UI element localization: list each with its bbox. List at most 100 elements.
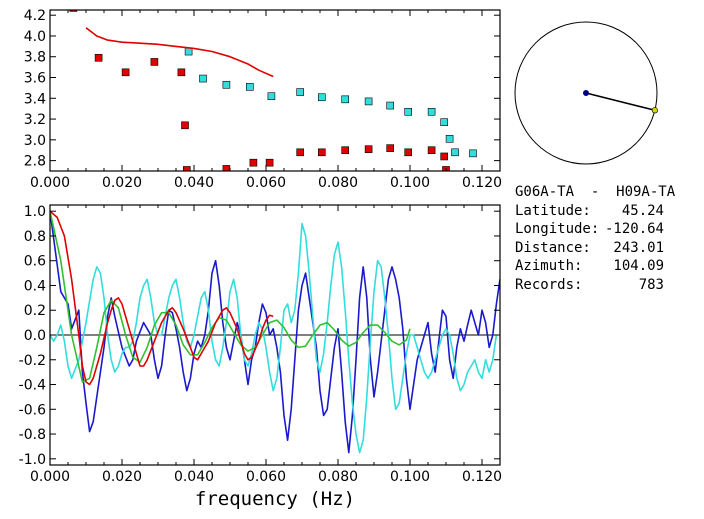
longitude-label: Longitude: <box>515 221 600 238</box>
latitude-label: Latitude: <box>515 202 591 219</box>
top-chart-x-tick-label-1: 0.020 <box>102 175 142 191</box>
top-chart-series-1-point-4 <box>267 92 276 101</box>
top-chart-series-0-point-4 <box>177 68 186 77</box>
station-info-panel: G06A-TA - H09A-TA Latitude: 45.24 Longit… <box>515 183 675 295</box>
top-chart-series-1-point-13 <box>445 135 454 143</box>
top-chart-series-0-point-6 <box>183 166 191 171</box>
top-chart-x-tick-label-5: 0.100 <box>390 175 430 191</box>
top-chart-series-1-point-8 <box>364 97 373 106</box>
azimuth-value: 104.09 <box>613 258 664 275</box>
bottom-chart-x-tick-label-1: 0.020 <box>102 469 142 485</box>
top-chart-series-1-point-5 <box>296 88 305 96</box>
bottom-chart-plot-area <box>50 210 500 454</box>
top-chart-series-0-point-16 <box>427 146 436 155</box>
top-chart-series-2-line <box>85 27 274 78</box>
top-chart-series-1-point-14 <box>451 148 459 157</box>
top-chart-series-0-point-1 <box>94 53 103 62</box>
bottom-chart-x-tick-label-0: 0.000 <box>30 469 70 485</box>
correlation-spectrum-chart: 0.000 0.020 0.040 0.060 0.080 0.100 0.120 -1.0 -… <box>19 204 502 510</box>
top-chart-series-1-point-9 <box>386 101 395 110</box>
records-row: Records: 783 <box>515 276 675 295</box>
top-chart-y-tick-label-1: 3.0 <box>24 133 46 149</box>
bottom-chart-series-0-line <box>50 211 500 454</box>
top-chart-x-tick-label-2: 0.040 <box>174 175 214 191</box>
azimuth-dial-circle <box>514 21 658 165</box>
azimuth-dial <box>514 21 658 165</box>
azimuth-center-dot <box>583 90 589 96</box>
longitude-value: -120.64 <box>604 221 664 238</box>
top-chart-series-0-point-9 <box>265 158 274 167</box>
bottom-chart-series-3-line <box>50 210 274 386</box>
bottom-chart-x-axis-label: frequency (Hz) <box>195 488 355 510</box>
bottom-chart-y-tick-label-1: -0.8 <box>19 427 46 443</box>
top-chart-y-tick-label-4: 3.6 <box>24 71 46 87</box>
top-chart-frame <box>49 9 501 172</box>
bottom-chart-x-tick-label-2: 0.040 <box>174 469 214 485</box>
records-label: Records: <box>515 276 583 293</box>
top-chart-series-1-point-6 <box>317 93 326 102</box>
top-chart-y-tick-label-3: 3.4 <box>24 91 46 107</box>
bottom-chart-y-tick-label-5: 0.0 <box>24 328 46 344</box>
bottom-chart-series-1-line <box>50 222 498 454</box>
bottom-chart-x-tick-label-4: 0.080 <box>318 469 358 485</box>
top-chart-series-0-point-13 <box>364 145 373 153</box>
top-chart-series-0-point-17 <box>440 152 449 161</box>
top-chart-x-tick-label-0: 0.000 <box>30 175 70 191</box>
records-value: 783 <box>638 276 664 293</box>
top-chart-series-1-point-11 <box>427 107 436 116</box>
azimuth-tip-dot <box>651 107 658 114</box>
bottom-chart-x-tick-label-6: 0.120 <box>462 469 502 485</box>
top-chart-x-tick-label-3: 0.060 <box>246 175 286 191</box>
top-chart-series-0-point-3 <box>150 58 159 66</box>
top-chart-series-1-point-7 <box>341 95 350 104</box>
azimuth-needle <box>585 92 656 112</box>
velocity-dispersion-chart: 0.000 0.020 0.040 0.060 0.080 0.100 0.120 2.8 3.… <box>24 8 502 191</box>
top-chart-series-0-point-0 <box>69 10 78 12</box>
top-chart-y-tick-label-2: 3.2 <box>24 112 46 128</box>
bottom-chart-y-tick-label-9: 0.8 <box>24 229 46 245</box>
top-chart-x-tick-label-4: 0.080 <box>318 175 358 191</box>
bottom-chart-y-tick-label-0: -1.0 <box>19 452 46 468</box>
top-chart-x-tick-label-6: 0.120 <box>462 175 502 191</box>
distance-value: 243.01 <box>613 239 664 256</box>
top-chart-series-0-point-12 <box>341 146 350 155</box>
top-chart-series-0-point-2 <box>121 68 130 77</box>
top-chart-y-tick-label-0: 2.8 <box>24 154 46 170</box>
latitude-row: Latitude: 45.24 <box>515 202 675 221</box>
distance-row: Distance: 243.01 <box>515 239 675 258</box>
longitude-row: Longitude: -120.64 <box>515 220 675 239</box>
top-chart-y-tick-label-5: 3.8 <box>24 50 46 66</box>
bottom-chart-y-tick-label-6: 0.2 <box>24 303 46 319</box>
bottom-chart-y-tick-label-8: 0.6 <box>24 254 46 270</box>
azimuth-label: Azimuth: <box>515 258 583 275</box>
latitude-value: 45.24 <box>621 202 664 219</box>
top-chart-series-0-point-11 <box>317 148 326 157</box>
station-pair-title: G06A-TA - H09A-TA <box>515 184 676 200</box>
top-chart-series-0-point-5 <box>181 121 189 130</box>
distance-label: Distance: <box>515 239 591 256</box>
bottom-chart-series-2-line <box>50 211 411 383</box>
top-chart-series-0-point-14 <box>386 144 395 152</box>
bottom-chart-y-tick-label-2: -0.6 <box>19 402 46 418</box>
top-chart-series-1-point-2 <box>222 80 231 89</box>
bottom-chart-x-tick-label-3: 0.060 <box>246 469 286 485</box>
top-chart-series-1-point-15 <box>469 149 477 158</box>
top-chart-series-1-point-10 <box>404 107 413 116</box>
azimuth-row: Azimuth: 104.09 <box>515 257 675 276</box>
top-chart-series-1-point-0 <box>184 47 193 56</box>
top-chart-series-1-point-12 <box>440 118 449 126</box>
bottom-chart-y-tick-label-4: -0.2 <box>19 353 46 369</box>
bottom-chart-x-tick-label-5: 0.100 <box>390 469 430 485</box>
top-chart-plot-area <box>69 10 477 171</box>
top-chart-series-1-point-1 <box>199 74 207 83</box>
top-chart-series-0-point-10 <box>296 148 305 157</box>
bottom-chart-y-tick-label-7: 0.4 <box>24 278 46 294</box>
top-chart-y-tick-label-7: 4.2 <box>24 8 46 24</box>
top-chart-series-0-point-15 <box>404 148 413 157</box>
top-chart-series-1-point-3 <box>246 83 254 91</box>
top-chart-y-tick-label-6: 4.0 <box>24 29 46 45</box>
top-chart-series-0-point-8 <box>249 158 258 167</box>
bottom-chart-y-tick-label-3: -0.4 <box>19 378 46 394</box>
bottom-chart-y-tick-label-10: 1.0 <box>24 204 46 220</box>
